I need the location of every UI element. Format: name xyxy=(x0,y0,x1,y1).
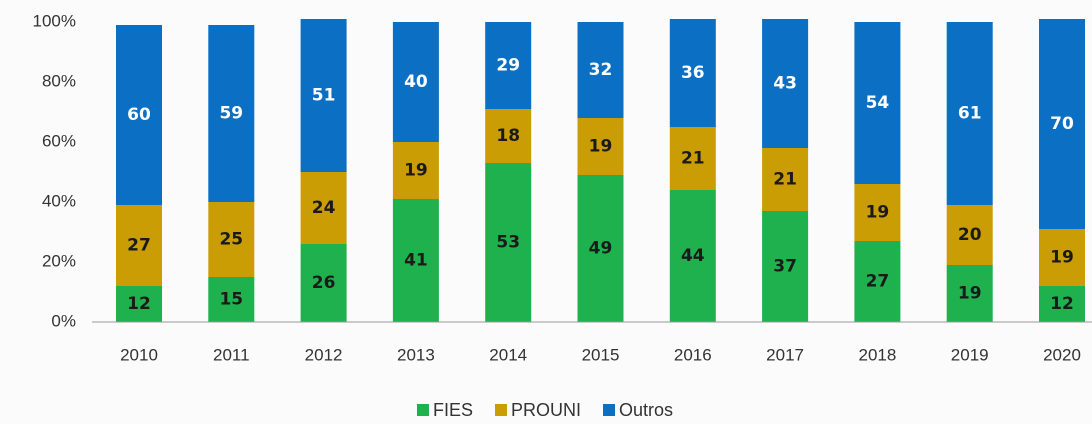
data-label: 27 xyxy=(127,236,151,256)
y-tick-label: 60% xyxy=(42,131,76,150)
bar-segment xyxy=(946,22,993,205)
bar-segment xyxy=(577,22,624,118)
bar-segment xyxy=(300,172,347,244)
data-label: 19 xyxy=(866,203,890,223)
bar-segment xyxy=(669,190,716,322)
legend-swatch xyxy=(416,404,429,416)
legend-swatch xyxy=(603,404,615,416)
data-label: 61 xyxy=(958,104,982,124)
x-tick-label: 2012 xyxy=(305,345,343,364)
data-label: 18 xyxy=(496,126,520,146)
data-label: 12 xyxy=(127,294,151,314)
bar-segment xyxy=(392,199,439,322)
y-tick-label: 0% xyxy=(51,311,76,330)
y-tick-label: 100% xyxy=(33,11,76,30)
data-label: 15 xyxy=(219,290,243,310)
data-label: 51 xyxy=(312,86,336,106)
data-label: 37 xyxy=(773,257,797,277)
y-tick-label: 40% xyxy=(42,191,76,210)
x-tick-label: 2015 xyxy=(582,345,620,364)
bar-segment xyxy=(485,109,532,163)
bar-segment xyxy=(854,184,901,241)
x-tick-label: 2010 xyxy=(120,345,158,364)
data-label: 59 xyxy=(219,104,243,124)
data-label: 19 xyxy=(1050,248,1074,268)
data-label: 60 xyxy=(127,105,151,125)
bar-segment xyxy=(577,118,624,175)
bar-segment xyxy=(762,211,809,322)
bar-segment xyxy=(946,205,993,265)
data-label: 19 xyxy=(958,284,982,304)
data-label: 49 xyxy=(589,239,613,259)
data-label: 36 xyxy=(681,63,705,83)
bar-segment xyxy=(1039,229,1085,286)
data-label: 26 xyxy=(312,273,336,293)
data-label: 41 xyxy=(404,251,428,271)
x-tick-label: 2019 xyxy=(951,345,989,364)
bar-segment xyxy=(392,142,439,199)
bar-segment xyxy=(208,277,255,322)
data-label: 21 xyxy=(681,149,705,169)
bar-segment xyxy=(300,244,347,322)
x-tick-label: 2017 xyxy=(766,345,804,364)
data-label: 43 xyxy=(773,74,797,94)
data-label: 24 xyxy=(312,198,336,218)
bar-segment xyxy=(485,163,532,322)
bar-segment xyxy=(946,265,993,322)
bar-segment xyxy=(208,202,255,277)
data-label: 70 xyxy=(1050,114,1074,134)
data-label: 54 xyxy=(866,93,890,113)
x-tick-label: 2014 xyxy=(489,345,527,364)
data-label: 53 xyxy=(496,233,520,253)
legend-label: Outros xyxy=(619,400,673,420)
data-label: 27 xyxy=(866,272,890,292)
data-label: 20 xyxy=(958,225,982,245)
x-tick-label: 2011 xyxy=(213,345,250,364)
legend-label: FIES xyxy=(433,400,473,420)
data-label: 44 xyxy=(681,246,705,266)
x-tick-label: 2013 xyxy=(397,345,435,364)
data-label: 29 xyxy=(496,56,520,76)
data-label: 32 xyxy=(589,60,613,80)
bar-segment xyxy=(485,22,532,109)
data-label: 21 xyxy=(773,170,797,190)
bar-segment xyxy=(577,175,624,322)
bar-segment xyxy=(116,286,162,322)
bar-segment xyxy=(392,22,439,142)
bar-segment xyxy=(1039,19,1085,229)
legend-swatch xyxy=(494,404,507,416)
bar-segment xyxy=(300,19,347,172)
bar-segment xyxy=(762,19,809,148)
data-label: 19 xyxy=(404,161,428,181)
legend-label: PROUNI xyxy=(511,400,581,420)
data-label: 25 xyxy=(219,230,243,250)
x-tick-label: 2016 xyxy=(674,345,712,364)
bar-segment xyxy=(116,25,162,205)
bar-segment xyxy=(854,22,901,184)
bar-segment xyxy=(116,205,162,286)
x-tick-label: 2018 xyxy=(858,345,896,364)
data-label: 12 xyxy=(1050,294,1074,314)
bar-segment xyxy=(669,19,716,127)
data-label: 19 xyxy=(589,137,613,157)
y-tick-label: 20% xyxy=(42,251,76,270)
bar-segment xyxy=(762,148,809,211)
x-tick-label: 2020 xyxy=(1043,345,1081,364)
bar-segment xyxy=(208,25,255,202)
bar-segment xyxy=(1039,286,1085,322)
y-tick-label: 80% xyxy=(42,71,76,90)
bar-segment xyxy=(669,127,716,190)
data-label: 40 xyxy=(404,72,428,92)
bar-segment xyxy=(854,241,901,322)
